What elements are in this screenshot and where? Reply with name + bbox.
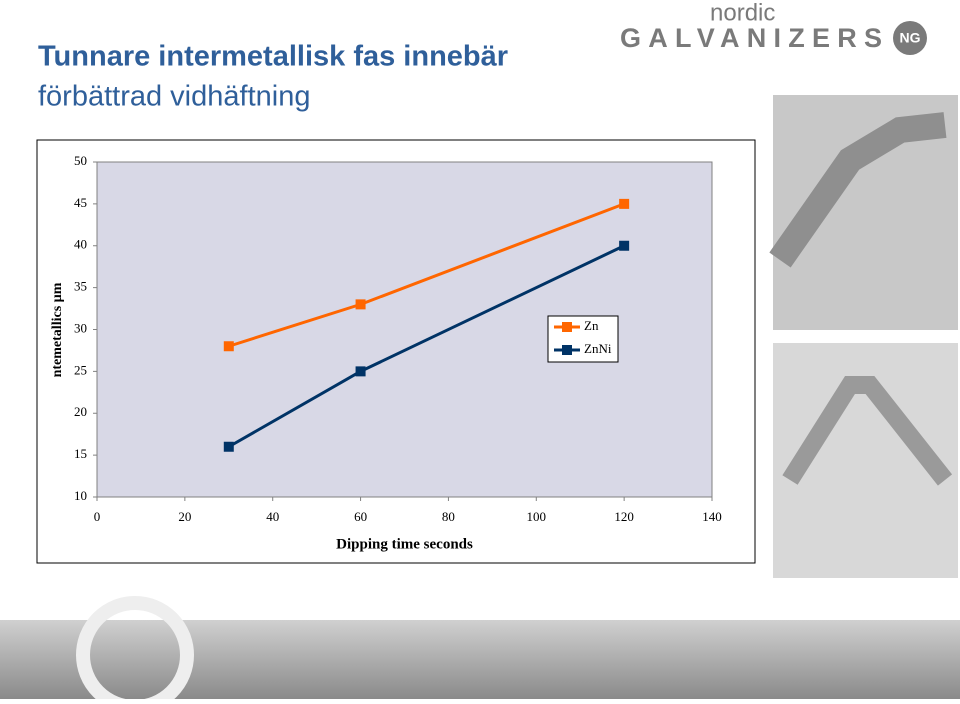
point-marker (223, 441, 234, 452)
y-axis-label: ntemetallics µm (50, 282, 65, 377)
point-marker (223, 341, 234, 352)
footer-band (0, 620, 960, 699)
chart: 10 15 20 25 30 35 40 45 50 0 20 40 60 80 100 120 140 Dipp… (50, 153, 722, 552)
x-tick-label: 0 (94, 509, 101, 524)
slide-title: Tunnare intermetallisk fas innebär (38, 41, 508, 73)
y-tick-label: 40 (74, 237, 87, 252)
y-tick-label: 50 (74, 153, 87, 168)
photo-object (782, 376, 953, 486)
legend-marker (562, 322, 572, 332)
point-marker (619, 198, 630, 209)
logo-text: nordic (710, 0, 775, 26)
plot-area (96, 161, 713, 498)
y-tick-label: 30 (74, 320, 87, 335)
logo-mark (893, 21, 927, 55)
x-tick-label: 40 (266, 509, 279, 524)
point-marker (355, 366, 366, 377)
y-tick-label: 25 (74, 362, 87, 377)
slide-title: förbättrad vidhäftning (38, 81, 310, 113)
x-tick-label: 120 (614, 509, 634, 524)
legend-box (547, 315, 619, 363)
legend-label: Zn (584, 318, 599, 333)
point-marker (619, 240, 630, 251)
legend-label: ZnNi (584, 341, 612, 356)
x-tick-label: 140 (702, 509, 722, 524)
x-axis-label: Dipping time seconds (336, 536, 473, 552)
x-tick-label: 80 (442, 509, 455, 524)
x-tick-label: 60 (354, 509, 367, 524)
logo-text: GALVANIZERS (620, 23, 882, 53)
x-tick-label: 20 (178, 509, 191, 524)
photo-object (769, 112, 947, 268)
y-tick-label: 35 (74, 279, 87, 294)
y-tick-label: 20 (74, 404, 87, 419)
logo-mark-text: NG (900, 30, 921, 46)
legend-marker (562, 345, 572, 355)
footer-logo (76, 596, 194, 704)
y-tick-label: 45 (74, 195, 87, 210)
x-tick-label: 100 (527, 509, 547, 524)
y-tick-label: 15 (74, 446, 87, 461)
y-tick-label: 10 (74, 488, 87, 503)
point-marker (355, 299, 366, 310)
